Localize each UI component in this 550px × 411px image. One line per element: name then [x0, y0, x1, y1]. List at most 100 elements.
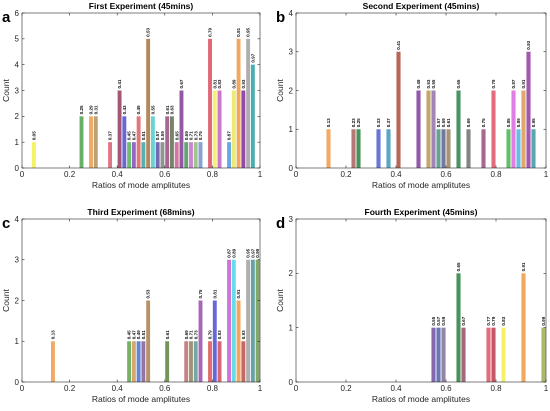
bar-data-label: 0.69 — [184, 330, 189, 339]
y-tick-label: 1 — [15, 337, 20, 346]
x-axis-label: Ratios of mode amplitutes — [372, 394, 470, 404]
bar — [506, 129, 511, 168]
bar-data-label: 0.55 — [431, 79, 436, 88]
bar — [184, 142, 189, 168]
bar-data-label: 0.61 — [165, 105, 170, 114]
bar-data-label: 0.85 — [506, 118, 511, 127]
bar — [141, 142, 146, 168]
bar — [169, 116, 174, 168]
bar-data-label: 0.81 — [212, 289, 217, 298]
x-tick-label: 0.8 — [490, 384, 502, 393]
bar — [246, 259, 251, 382]
bar-data-label: 0.59 — [441, 316, 446, 325]
bar — [461, 327, 466, 382]
y-tick-label: 2 — [289, 86, 294, 95]
bar — [189, 341, 193, 382]
bar-data-label: 0.25 — [79, 105, 84, 114]
bar-data-label: 0.87 — [227, 131, 232, 140]
bar-data-label: 0.41 — [396, 40, 401, 49]
bar — [193, 142, 198, 168]
bar-data-label: 0.37 — [108, 131, 113, 140]
y-axis-label: Count — [1, 79, 11, 102]
bar — [131, 341, 136, 382]
bar-data-label: 0.77 — [486, 316, 491, 325]
bar-data-label: 0.95 — [531, 118, 536, 127]
bar-data-label: 0.93 — [241, 79, 246, 88]
bar — [521, 90, 526, 168]
bar — [446, 129, 451, 168]
panel-letter: b — [276, 9, 285, 26]
bar — [212, 300, 217, 382]
bar — [466, 129, 471, 168]
bar-data-label: 0.61 — [446, 118, 451, 127]
bar-data-label: 0.89 — [516, 118, 521, 127]
x-tick-label: 0.4 — [390, 384, 402, 393]
x-tick-label: 0.4 — [112, 384, 124, 393]
bar — [193, 341, 198, 382]
bar — [531, 129, 536, 168]
x-tick-label: 0.8 — [490, 170, 502, 179]
bar-data-label: 0.75 — [198, 289, 203, 298]
bar — [431, 90, 436, 168]
bar — [250, 259, 255, 382]
bar — [122, 116, 127, 168]
bar — [136, 341, 141, 382]
bar-data-label: 0.99 — [541, 316, 546, 325]
bar — [89, 116, 93, 168]
bar — [150, 116, 155, 168]
x-tick-label: 0 — [294, 170, 299, 179]
bar-data-label: 0.83 — [217, 330, 222, 339]
bar-data-label: 0.55 — [431, 316, 436, 325]
bar-data-label: 0.43 — [122, 105, 127, 114]
bar — [521, 273, 526, 382]
y-tick-label: 0 — [289, 378, 294, 387]
bar-data-label: 0.49 — [136, 330, 141, 339]
x-tick-label: 0.2 — [340, 170, 352, 179]
x-tick-label: 1 — [258, 170, 263, 179]
bar — [208, 38, 212, 169]
bar-data-label: 0.51 — [141, 131, 146, 140]
bar-data-label: 0.53 — [146, 27, 151, 36]
y-tick-label: 4 — [15, 215, 20, 224]
y-tick-label: 2 — [289, 269, 294, 278]
panel-title: Second Experiment (45mins) — [363, 1, 480, 11]
bar-data-label: 0.73 — [193, 131, 198, 140]
bar-data-label: 0.57 — [436, 316, 441, 325]
bar — [431, 327, 436, 382]
bar — [241, 341, 246, 382]
bar-data-label: 0.65 — [174, 131, 179, 140]
bar — [198, 300, 203, 382]
bar-data-label: 0.57 — [155, 131, 160, 140]
x-tick-label: 0.2 — [340, 384, 352, 393]
bar-data-label: 0.37 — [386, 118, 391, 127]
bar — [79, 116, 84, 168]
bar — [231, 90, 236, 168]
y-tick-label: 3 — [289, 48, 294, 57]
bar-data-label: 0.97 — [250, 248, 255, 257]
bar-data-label: 0.81 — [212, 79, 217, 88]
bar-data-label: 0.47 — [131, 330, 136, 339]
panel-d: d Fourth Experiment (45mins) 0.55 0.57 0.59 0… — [275, 207, 549, 404]
bar-data-label: 0.67 — [461, 316, 466, 325]
bar — [491, 90, 496, 168]
y-tick-label: 4 — [15, 60, 20, 69]
bar-data-label: 0.45 — [127, 131, 132, 140]
y-tick-label: 3 — [15, 86, 20, 95]
bar-data-label: 0.83 — [217, 79, 222, 88]
x-tick-label: 0 — [294, 384, 299, 393]
bar — [416, 90, 421, 168]
axes-frame — [295, 218, 547, 383]
bar — [250, 64, 255, 168]
bar — [501, 327, 506, 382]
bar — [426, 90, 431, 168]
x-tick-label: 0.6 — [440, 170, 452, 179]
bar-data-label: 0.79 — [491, 316, 496, 325]
bar-data-label: 0.49 — [416, 79, 421, 88]
bar — [117, 90, 122, 168]
bar — [255, 259, 260, 382]
y-axis-label: Count — [1, 289, 11, 312]
bar — [189, 142, 193, 168]
x-tick-label: 1 — [258, 384, 263, 393]
